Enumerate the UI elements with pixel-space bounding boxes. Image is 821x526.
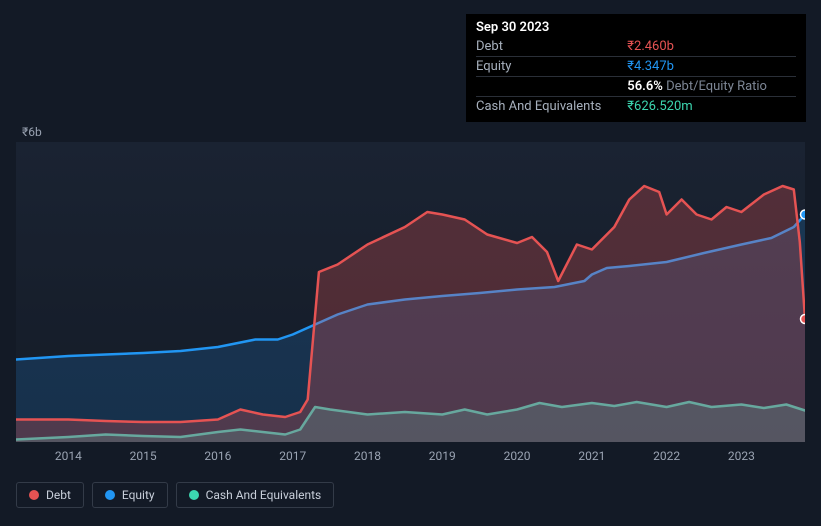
chart-plot-area bbox=[16, 142, 805, 442]
x-axis-tick: 2018 bbox=[354, 449, 381, 463]
tooltip-table: Debt ₹2.460b Equity ₹4.347b 56.6% Debt/E… bbox=[476, 37, 796, 116]
legend-item-equity[interactable]: Equity bbox=[92, 482, 168, 508]
legend-label: Equity bbox=[122, 488, 155, 502]
legend-item-debt[interactable]: Debt bbox=[16, 482, 84, 508]
tooltip-row-value: ₹2.460b bbox=[627, 37, 796, 57]
x-axis-tick: 2019 bbox=[429, 449, 456, 463]
tooltip-row-label: Equity bbox=[476, 57, 627, 77]
x-axis-tick: 2023 bbox=[728, 449, 755, 463]
tooltip-row-label: Debt bbox=[476, 37, 627, 57]
x-axis-tick: 2017 bbox=[279, 449, 306, 463]
x-axis-tick: 2014 bbox=[55, 449, 82, 463]
x-axis-tick: 2020 bbox=[504, 449, 531, 463]
x-axis-tick: 2022 bbox=[653, 449, 680, 463]
tooltip-row-label: Cash And Equivalents bbox=[476, 97, 627, 117]
series-end-marker bbox=[801, 210, 806, 219]
tooltip-row-label bbox=[476, 77, 627, 97]
legend-item-cash[interactable]: Cash And Equivalents bbox=[176, 482, 335, 508]
y-axis-label: ₹6b bbox=[22, 125, 42, 139]
x-axis-tick: 2015 bbox=[130, 449, 157, 463]
x-axis-tick: 2016 bbox=[204, 449, 231, 463]
x-axis-tick: 2021 bbox=[578, 449, 605, 463]
tooltip-ratio: 56.6% Debt/Equity Ratio bbox=[627, 77, 796, 97]
legend-label: Debt bbox=[46, 488, 71, 502]
series-end-marker bbox=[801, 315, 806, 324]
legend: Debt Equity Cash And Equivalents bbox=[16, 482, 334, 508]
chart-svg bbox=[16, 142, 805, 442]
tooltip-row-value: ₹626.520m bbox=[627, 97, 796, 117]
tooltip-date: Sep 30 2023 bbox=[476, 20, 796, 35]
legend-label: Cash And Equivalents bbox=[206, 488, 322, 502]
tooltip: Sep 30 2023 Debt ₹2.460b Equity ₹4.347b … bbox=[466, 14, 806, 122]
tooltip-row-value: ₹4.347b bbox=[627, 57, 796, 77]
legend-swatch bbox=[105, 490, 115, 500]
legend-swatch bbox=[189, 490, 199, 500]
legend-swatch bbox=[29, 490, 39, 500]
